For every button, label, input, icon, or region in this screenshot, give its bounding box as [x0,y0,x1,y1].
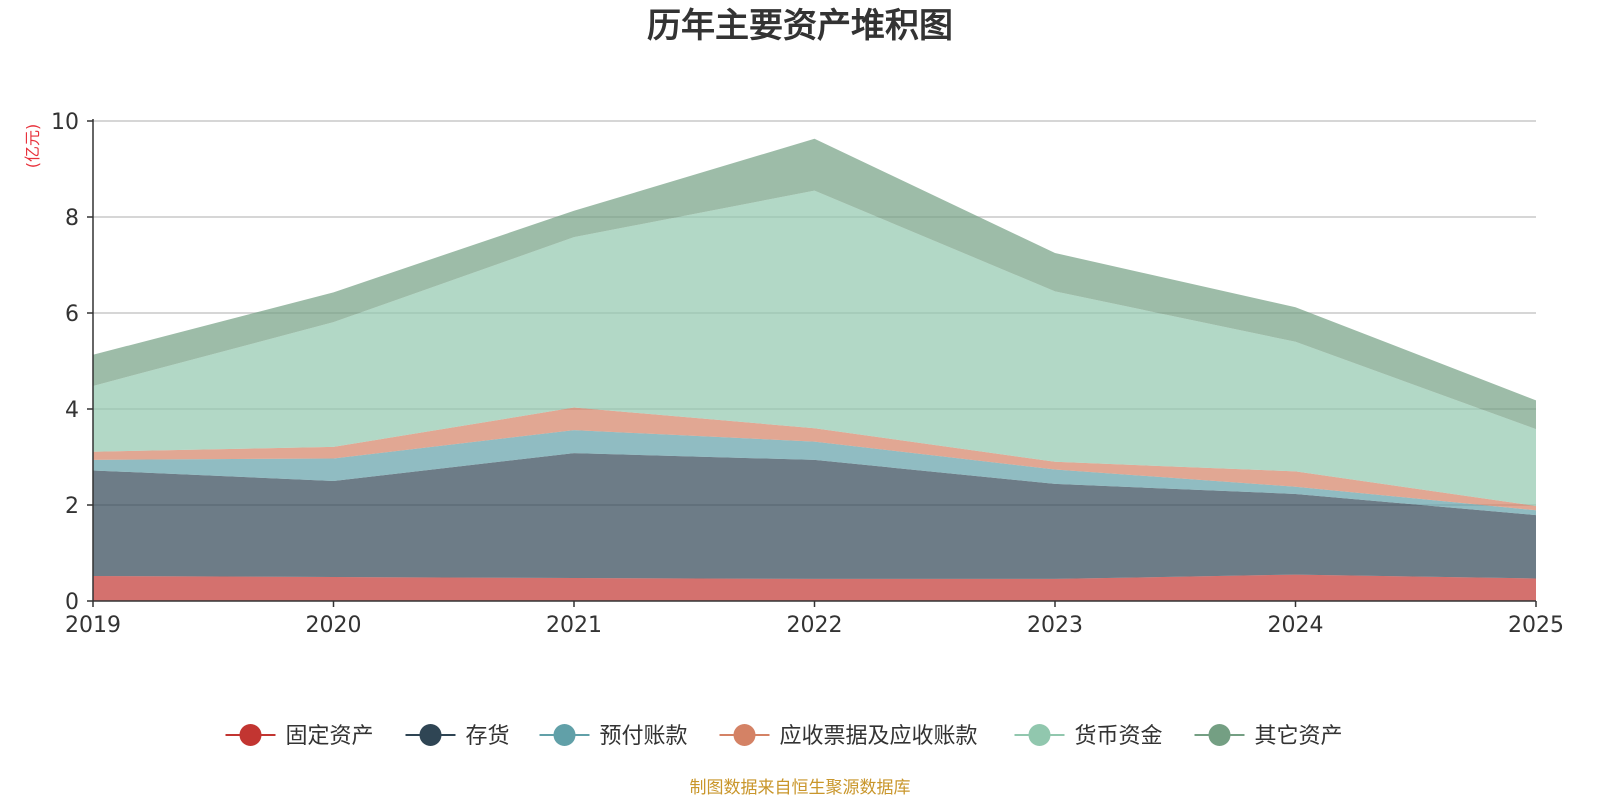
legend-marker [1028,724,1051,746]
area-series-1 [93,453,1536,579]
legend-marker [553,724,576,746]
legend-label: 存货 [466,724,510,749]
legend-marker [733,724,756,746]
legend-marker [239,724,262,746]
legend-marker [1208,724,1231,746]
area-series-0 [93,574,1536,601]
y-tick-label: 4 [65,398,79,423]
x-tick-label: 2023 [1027,613,1083,638]
y-tick-label: 2 [65,494,79,519]
x-tick-label: 2019 [65,613,121,638]
legend-item-2[interactable]: 预付账款 [539,724,688,749]
legend-item-5[interactable]: 其它资产 [1194,724,1343,749]
x-tick-label: 2022 [787,613,843,638]
data-source-note: 制图数据来自恒生聚源数据库 [690,778,911,798]
legend: 固定资产 存货 预付账款 应收票据及应收账款 货币资金 其它资产 [225,724,1343,749]
y-tick-label: 0 [65,590,79,615]
legend-item-4[interactable]: 货币资金 [1014,724,1163,749]
x-tick-label: 2021 [546,613,602,638]
legend-label: 货币资金 [1075,724,1163,749]
legend-label: 固定资产 [286,724,374,749]
chart-title: 历年主要资产堆积图 [647,6,953,46]
y-tick-label: 10 [51,110,79,135]
area-series-5 [93,138,1536,430]
y-tick-label: 6 [65,302,79,327]
area-series-4 [93,190,1536,506]
y-tick-label: 8 [65,206,79,231]
y-unit-label: (亿元) [23,124,42,169]
legend-item-1[interactable]: 存货 [405,724,510,749]
legend-item-3[interactable]: 应收票据及应收账款 [719,724,978,749]
axes: 0 2 4 6 8 10 2019 2020 2021 2022 2023 2024 2025 [51,110,1564,638]
legend-marker [419,724,442,746]
legend-item-0[interactable]: 固定资产 [225,724,374,749]
x-tick-label: 2025 [1508,613,1564,638]
legend-label: 预付账款 [600,724,688,749]
x-tick-label: 2020 [306,613,362,638]
area-series-2 [93,430,1536,516]
legend-label: 应收票据及应收账款 [780,724,978,749]
stacked-areas [93,138,1536,601]
area-series-3 [93,407,1536,511]
legend-label: 其它资产 [1255,724,1343,749]
x-tick-label: 2024 [1268,613,1324,638]
